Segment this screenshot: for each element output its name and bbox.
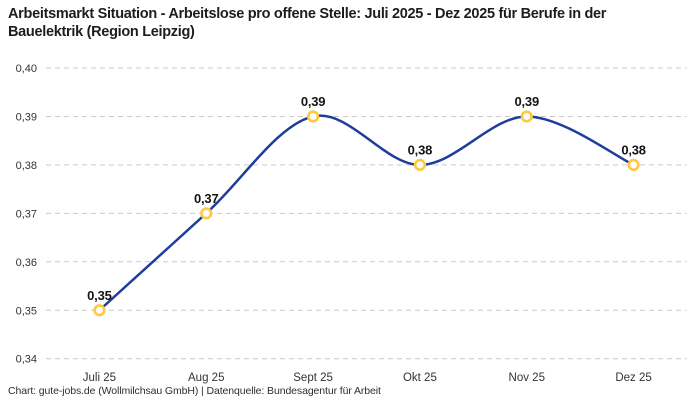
data-point-label: 0,39	[514, 94, 539, 109]
y-axis-tick-label: 0,35	[16, 305, 37, 317]
data-point-marker	[306, 110, 320, 123]
x-axis-label: Nov 25	[509, 372, 545, 384]
data-point-label: 0,39	[301, 94, 326, 109]
y-axis-tick-label: 0,34	[16, 354, 37, 366]
data-point-label: 0,35	[87, 288, 112, 303]
data-point-marker	[413, 158, 427, 171]
x-axis-label: Juli 25	[83, 372, 116, 384]
y-axis-tick-label: 0,37	[16, 208, 37, 220]
data-point-marker	[520, 110, 533, 123]
x-axis-label: Sept 25	[293, 372, 333, 384]
x-axis-label: Aug 25	[188, 372, 224, 384]
data-line	[98, 114, 635, 312]
y-axis-tick-label: 0,38	[16, 160, 37, 172]
x-axis-label: Dez 25	[615, 372, 651, 384]
data-point-label: 0,37	[194, 191, 219, 206]
data-point-marker	[93, 304, 106, 317]
y-axis-tick-label: 0,39	[16, 111, 37, 123]
x-axis-label: Okt 25	[403, 372, 437, 384]
data-point-marker	[200, 207, 213, 220]
data-point-label: 0,38	[621, 142, 646, 157]
chart-source-credit: Chart: gute-jobs.de (Wollmilchsau GmbH) …	[8, 385, 381, 397]
y-axis-tick-label: 0,36	[16, 257, 37, 269]
chart-title: Arbeitsmarkt Situation - Arbeitslose pro…	[8, 6, 607, 40]
data-point-marker	[627, 158, 640, 171]
data-point-label: 0,38	[408, 142, 433, 157]
y-axis-tick-label: 0,40	[16, 63, 37, 75]
